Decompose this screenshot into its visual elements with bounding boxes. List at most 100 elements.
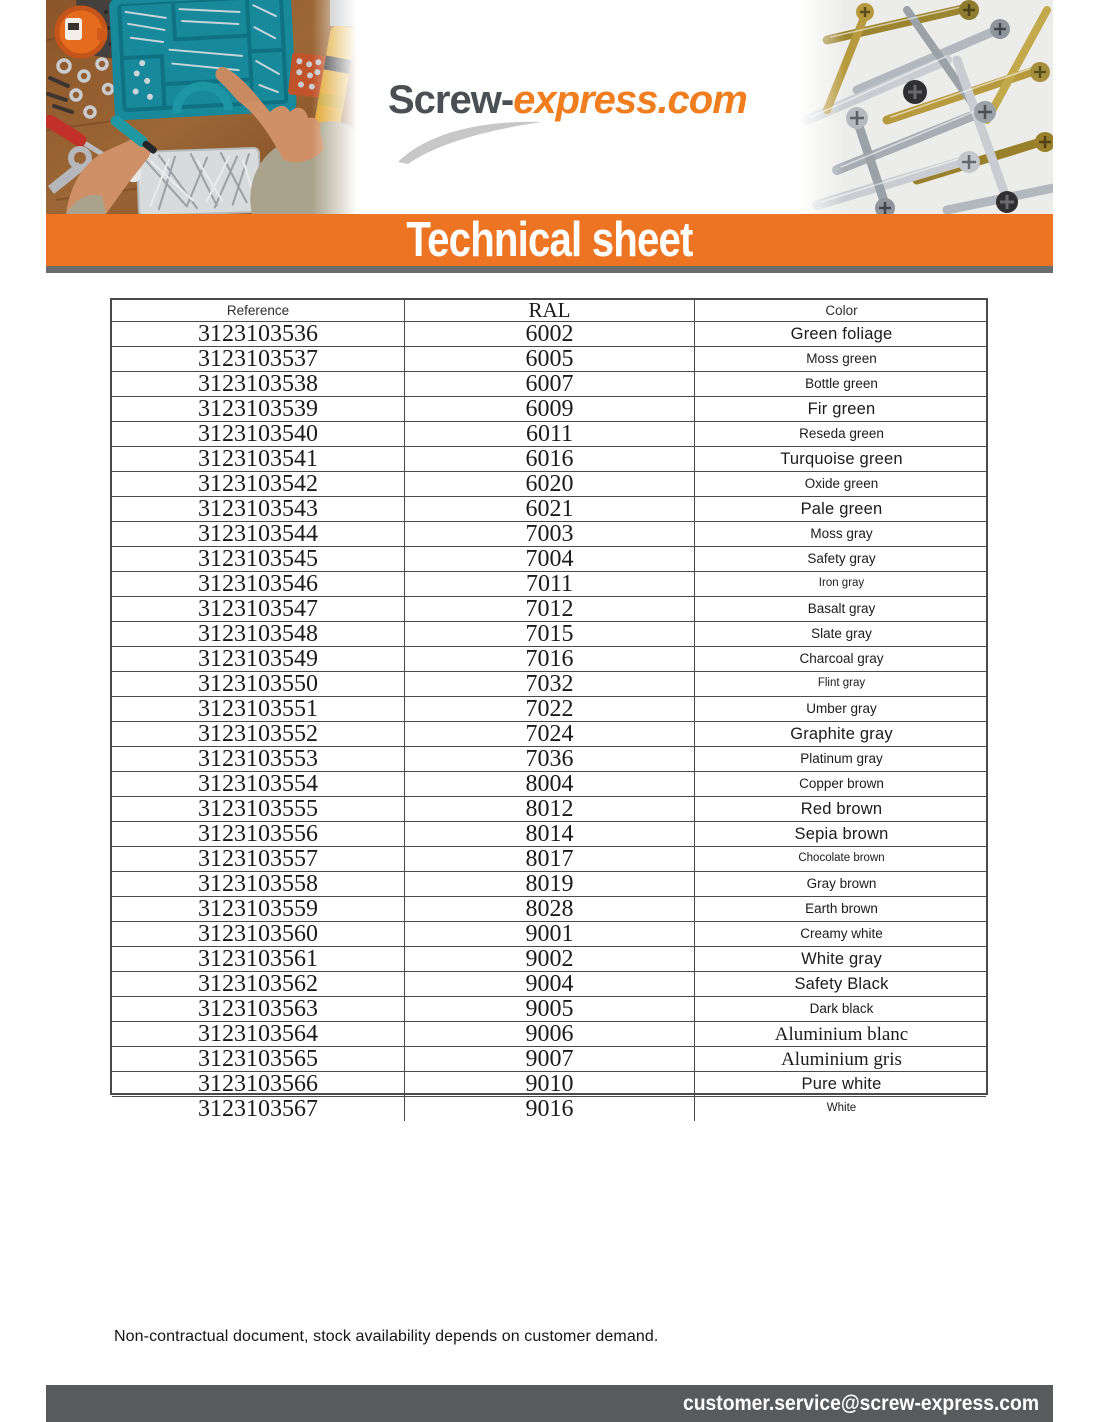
ral-cell: 8014 <box>404 822 694 846</box>
reference-cell: 3123103557 <box>198 847 318 871</box>
table-row: 3123103539 6009 Fir green <box>112 396 986 421</box>
reference-cell: 3123103566 <box>198 1072 318 1096</box>
ral-cell: 9010 <box>404 1072 694 1096</box>
color-cell: Basalt gray <box>694 597 988 621</box>
color-cell: Sepia brown <box>694 822 988 846</box>
ral-cell: 6007 <box>404 372 694 396</box>
reference-cell: 3123103541 <box>198 447 318 471</box>
table-row: 3123103548 7015 Slate gray <box>112 621 986 646</box>
ral-cell: 7036 <box>404 747 694 771</box>
header-ral: RAL <box>404 300 694 321</box>
ral-cell: 8012 <box>404 797 694 821</box>
header-color: Color <box>694 300 988 321</box>
header-reference: Reference <box>226 302 290 318</box>
color-cell: Red brown <box>694 797 988 821</box>
ral-cell: 6011 <box>404 422 694 446</box>
table-row: 3123103565 9007 Aluminium gris <box>112 1046 986 1071</box>
color-cell: Reseda green <box>694 422 988 446</box>
reference-cell: 3123103549 <box>198 647 318 671</box>
color-cell: Oxide green <box>694 472 988 496</box>
color-cell: Turquoise green <box>694 447 988 471</box>
color-cell: Creamy white <box>694 922 988 946</box>
ral-cell: 7032 <box>404 672 694 696</box>
ral-cell: 8004 <box>404 772 694 796</box>
ral-cell: 6016 <box>404 447 694 471</box>
table-row: 3123103566 9010 Pure white <box>112 1071 986 1096</box>
color-cell: Umber gray <box>694 697 988 721</box>
table-row: 3123103546 7011 Iron gray <box>112 571 986 596</box>
table-row: 3123103559 8028 Earth brown <box>112 896 986 921</box>
reference-cell: 3123103547 <box>198 597 318 621</box>
reference-cell: 3123103554 <box>198 772 318 796</box>
technical-sheet-banner: Technical sheet <box>46 214 1053 266</box>
table-row: 3123103551 7022 Umber gray <box>112 696 986 721</box>
reference-cell: 3123103551 <box>198 697 318 721</box>
ral-cell: 7015 <box>404 622 694 646</box>
reference-cell: 3123103558 <box>198 872 318 896</box>
reference-cell: 3123103540 <box>198 422 318 446</box>
color-cell: Gray brown <box>694 872 988 896</box>
workbench-photo-illustration <box>46 0 357 214</box>
ral-cell: 6009 <box>404 397 694 421</box>
color-cell: Bottle green <box>694 372 988 396</box>
screws-pile-photo-illustration <box>797 0 1053 214</box>
reference-cell: 3123103536 <box>198 322 318 346</box>
color-cell: Pure white <box>694 1072 988 1096</box>
ral-cell: 9016 <box>404 1097 694 1121</box>
table-row: 3123103557 8017 Chocolate brown <box>112 846 986 871</box>
table-row: 3123103549 7016 Charcoal gray <box>112 646 986 671</box>
color-cell: Copper brown <box>694 772 988 796</box>
ral-cell: 9004 <box>404 972 694 996</box>
table-row: 3123103540 6011 Reseda green <box>112 421 986 446</box>
table-row: 3123103544 7003 Moss gray <box>112 521 986 546</box>
reference-cell: 3123103563 <box>198 997 318 1021</box>
table-row: 3123103558 8019 Gray brown <box>112 871 986 896</box>
table-row: 3123103567 9016 White <box>112 1096 986 1121</box>
color-cell: Dark black <box>694 997 988 1021</box>
reference-cell: 3123103550 <box>198 672 318 696</box>
screws-pile-photo <box>797 0 1053 214</box>
logo-text-orange: express.com <box>513 78 748 122</box>
footer-bar: customer.service@screw-express.com <box>46 1385 1053 1422</box>
reference-cell: 3123103546 <box>198 572 318 596</box>
ral-cell: 6020 <box>404 472 694 496</box>
workbench-photo <box>46 0 357 214</box>
reference-cell: 3123103537 <box>198 347 318 371</box>
banner-gray-strip <box>46 266 1053 273</box>
color-cell: Aluminium blanc <box>694 1022 988 1046</box>
reference-cell: 3123103538 <box>198 372 318 396</box>
ral-cell: 7022 <box>404 697 694 721</box>
color-cell: White <box>694 1097 988 1121</box>
table-header-row: Reference RAL Color <box>112 300 986 321</box>
color-cell: Charcoal gray <box>694 647 988 671</box>
banner-title: Technical sheet <box>406 212 693 267</box>
table-row: 3123103543 6021 Pale green <box>112 496 986 521</box>
color-cell: Fir green <box>694 397 988 421</box>
table-row: 3123103545 7004 Safety gray <box>112 546 986 571</box>
table-row: 3123103553 7036 Platinum gray <box>112 746 986 771</box>
color-cell: Pale green <box>694 497 988 521</box>
table-row: 3123103556 8014 Sepia brown <box>112 821 986 846</box>
table-row: 3123103547 7012 Basalt gray <box>112 596 986 621</box>
reference-cell: 3123103548 <box>198 622 318 646</box>
screw-express-logo: Screw-express.com <box>388 78 748 123</box>
reference-cell: 3123103565 <box>198 1047 318 1071</box>
table-row: 3123103564 9006 Aluminium blanc <box>112 1021 986 1046</box>
ral-cell: 9001 <box>404 922 694 946</box>
logo-text-gray: Screw- <box>388 78 514 122</box>
table-row: 3123103563 9005 Dark black <box>112 996 986 1021</box>
table-row: 3123103562 9004 Safety Black <box>112 971 986 996</box>
logo-swoosh <box>398 121 542 164</box>
table-row: 3123103541 6016 Turquoise green <box>112 446 986 471</box>
ral-cell: 9002 <box>404 947 694 971</box>
customer-service-email: customer.service@screw-express.com <box>682 1391 1039 1415</box>
ral-cell: 7004 <box>404 547 694 571</box>
reference-cell: 3123103559 <box>198 897 318 921</box>
color-cell: White gray <box>694 947 988 971</box>
color-cell: Platinum gray <box>694 747 988 771</box>
reference-cell: 3123103556 <box>198 822 318 846</box>
color-cell: Moss green <box>694 347 988 371</box>
color-cell: Safety gray <box>694 547 988 571</box>
color-cell: Iron gray <box>694 572 988 596</box>
